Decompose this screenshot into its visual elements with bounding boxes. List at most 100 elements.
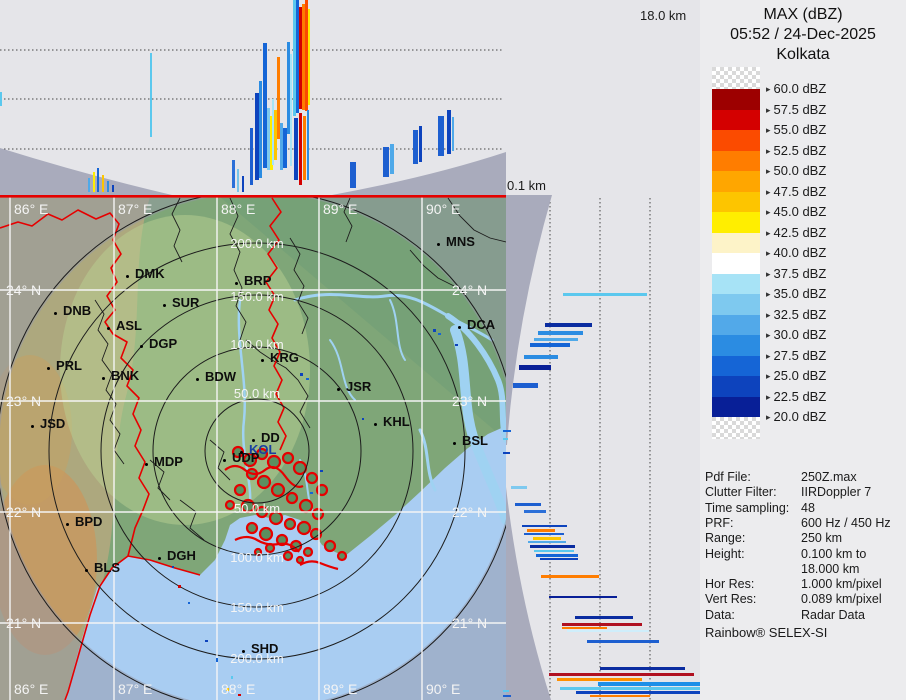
info-row-value: 250Z.max xyxy=(801,470,857,484)
legend-threshold-label: ▸ 47.5 dBZ xyxy=(766,183,827,199)
station-dot xyxy=(337,388,340,391)
station-dot xyxy=(54,312,57,315)
map-echoes xyxy=(172,329,458,696)
legend-threshold-label: ▸ 57.5 dBZ xyxy=(766,101,827,117)
legend-swatch xyxy=(712,314,760,336)
echo-bar xyxy=(524,533,564,535)
echo-bar xyxy=(242,176,244,192)
station-label: BNK xyxy=(111,368,140,383)
echo-speck xyxy=(433,329,436,332)
info-row-label: Hor Res: xyxy=(705,577,755,592)
station-label: DGP xyxy=(149,336,178,351)
echo-bar xyxy=(560,687,700,690)
info-row-value: IIRDoppler 7 xyxy=(801,485,872,500)
station-label: UDP xyxy=(232,450,260,465)
legend-tick-arrow-icon: ▸ xyxy=(766,227,771,238)
software-brand: Rainbow® SELEX-SI xyxy=(705,625,828,640)
longitude-label: 88° E xyxy=(221,681,256,697)
beam-blockage-wedges xyxy=(0,148,552,700)
echo-bar xyxy=(567,630,649,632)
longitude-label: 89° E xyxy=(323,681,358,697)
station-dot xyxy=(145,463,148,466)
station-dot xyxy=(453,442,456,445)
legend-tick-arrow-icon: ▸ xyxy=(766,104,771,115)
station-dot xyxy=(240,451,243,454)
station-label: JSR xyxy=(346,379,372,394)
station-dot xyxy=(223,459,226,462)
station-dot xyxy=(107,327,110,330)
station-dot xyxy=(158,557,161,560)
echo-bar xyxy=(97,168,99,192)
echo-speck xyxy=(455,344,458,346)
legend-swatch xyxy=(712,89,760,110)
echo-bar xyxy=(283,128,287,168)
echo-bar xyxy=(538,331,583,335)
longitude-label: 89° E xyxy=(323,201,358,217)
echo-bar xyxy=(528,541,566,543)
legend-swatch xyxy=(712,150,760,172)
longitude-label: 87° E xyxy=(118,681,153,697)
legend-tick-arrow-icon: ▸ xyxy=(766,330,771,340)
echo-bar xyxy=(270,116,273,170)
legend-swatch xyxy=(712,417,760,439)
echo-bar xyxy=(438,116,444,156)
station-label: DD xyxy=(261,430,280,445)
legend-threshold-label: ▸ 20.0 dBZ xyxy=(766,409,827,424)
echo-bar xyxy=(503,438,508,440)
echo-bar xyxy=(511,486,527,489)
info-row-label: Range: xyxy=(705,531,746,546)
echo-bar xyxy=(533,537,561,540)
station-label: DMK xyxy=(135,266,165,281)
echo-bar xyxy=(308,9,310,105)
station-label: BSL xyxy=(462,433,488,448)
range-ring-label: 50.0 km xyxy=(233,386,281,401)
echo-bar xyxy=(534,550,574,552)
longitude-label: 86° E xyxy=(14,681,49,697)
info-row-label: PRF: xyxy=(705,515,734,530)
legend-swatch xyxy=(712,232,760,254)
echo-bar xyxy=(530,343,570,347)
legend-tick-arrow-icon: ▸ xyxy=(766,412,771,422)
station-dot xyxy=(261,359,264,362)
echo-bar xyxy=(600,667,685,670)
station-label: DNB xyxy=(63,303,92,318)
legend-threshold-label: ▸ 50.0 dBZ xyxy=(766,163,827,178)
station-label: DGH xyxy=(167,548,196,563)
latitude-label: 23° N xyxy=(6,393,42,409)
legend-swatch xyxy=(712,355,760,377)
echo-bar xyxy=(503,430,511,432)
legend-threshold-label: ▸ 35.0 dBZ xyxy=(766,286,827,301)
echo-speck xyxy=(300,373,303,376)
station-label: MDP xyxy=(154,454,183,469)
legend-swatch xyxy=(712,67,760,89)
range-rings xyxy=(0,197,506,700)
info-row-value: Radar Data xyxy=(801,607,865,622)
echo-bar xyxy=(562,627,607,629)
longitude-label: 88° E xyxy=(221,201,256,217)
info-row-value: 0.089 km/pixel xyxy=(801,592,882,607)
echo-bar xyxy=(88,178,90,192)
station-dot xyxy=(126,275,129,278)
latitude-label: 21° N xyxy=(452,615,488,631)
echo-bar xyxy=(452,117,454,151)
range-ring-label: 50.0 km xyxy=(233,501,281,516)
echo-bar xyxy=(102,175,104,192)
echo-speck xyxy=(310,492,313,494)
legend-threshold-label: ▸ 42.5 dBZ xyxy=(766,224,827,240)
echo-bar xyxy=(524,510,546,513)
radar-site-name: Kolkata xyxy=(776,46,830,63)
echo-bar xyxy=(557,678,642,681)
state-borders xyxy=(0,197,287,700)
info-row-label: Time sampling: xyxy=(705,500,790,515)
range-ring-label: 150.0 km xyxy=(230,289,284,304)
station-dot xyxy=(47,367,50,370)
range-ring-label: 150.0 km xyxy=(230,600,284,615)
echo-bar xyxy=(305,0,308,111)
info-row-value: 48 xyxy=(801,500,815,515)
echo-bar xyxy=(515,503,541,506)
map-top-border xyxy=(0,195,506,198)
legend-swatch xyxy=(712,109,760,131)
info-row-label: Pdf File: xyxy=(705,470,751,484)
legend-tick-arrow-icon: ▸ xyxy=(766,207,771,217)
